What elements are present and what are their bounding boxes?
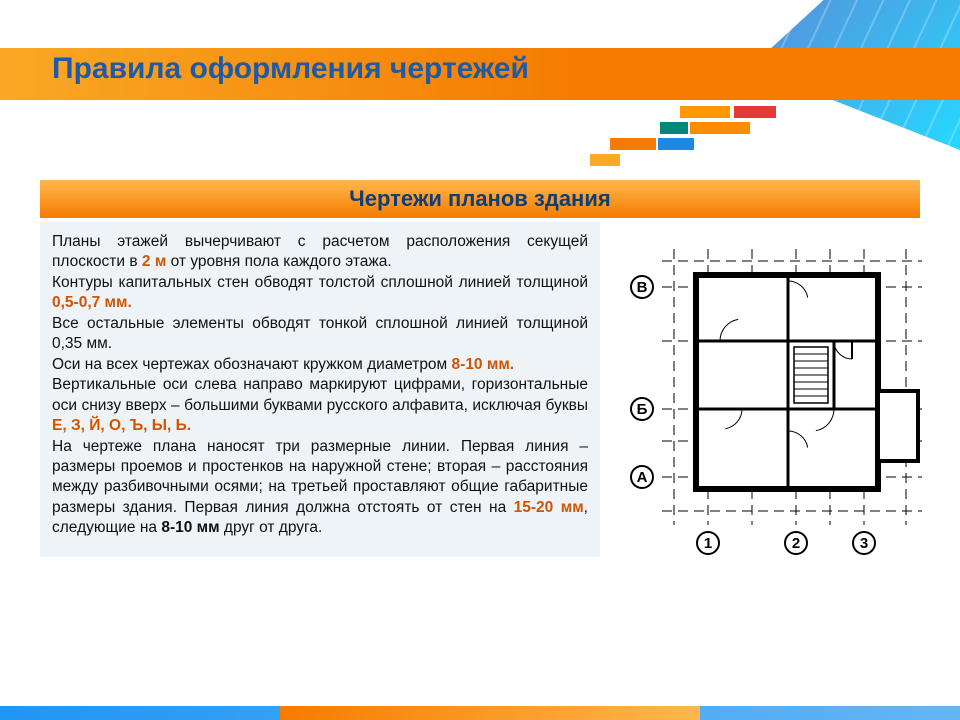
highlight-2m: 2 м: [142, 253, 166, 270]
svg-text:В: В: [637, 279, 648, 296]
svg-text:2: 2: [792, 535, 800, 552]
paragraph-3: Все остальные элементы обводят тонкой сп…: [52, 314, 588, 355]
paragraph-2: Контуры капитальных стен обводят толстой…: [52, 273, 588, 314]
svg-text:Б: Б: [637, 401, 648, 418]
subtitle-text: Чертежи планов здания: [349, 186, 610, 212]
paragraph-6: На чертеже плана наносят три размерные л…: [52, 437, 588, 539]
floor-plan-diagram: В Б А 1 2 3: [612, 236, 942, 566]
highlight-letters: Е, З, Й, О, Ъ, Ы, Ь.: [52, 417, 191, 434]
highlight-15-20: 15-20 мм: [514, 499, 584, 516]
svg-text:3: 3: [860, 535, 868, 552]
highlight-diameter: 8-10 мм.: [452, 356, 515, 373]
svg-text:А: А: [637, 469, 648, 486]
paragraph-4: Оси на всех чертежах обозначают кружком …: [52, 355, 588, 375]
paragraph-1: Планы этажей вычерчивают с расчетом расп…: [52, 232, 588, 273]
header-white-stripe: [50, 40, 700, 44]
subtitle-bar: Чертежи планов здания: [40, 180, 920, 218]
body-text-panel: Планы этажей вычерчивают с расчетом расп…: [40, 222, 600, 557]
paragraph-5: Вертикальные оси слева направо маркируют…: [52, 375, 588, 436]
svg-text:1: 1: [704, 535, 712, 552]
header-deco-stripes: [530, 106, 790, 176]
footer-orange-bar: [280, 706, 700, 720]
page-title: Правила оформления чертежей: [52, 52, 529, 86]
highlight-thickness: 0,5-0,7 мм.: [52, 294, 132, 311]
